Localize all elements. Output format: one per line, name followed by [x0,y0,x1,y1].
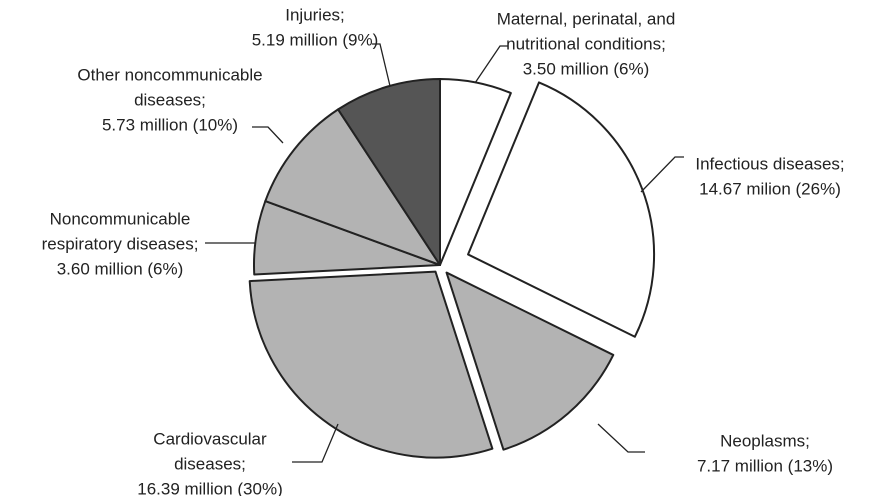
slice-label: Other noncommunicable [77,65,262,84]
pie-slice [248,270,494,459]
slice-value-label: 3.50 million (6%) [523,59,650,78]
slice-label: Neoplasms; [720,431,810,450]
slice-value-label: 16.39 million (30%) [137,479,283,496]
slice-label: Noncommunicable [50,209,191,228]
slice-label: Infectious diseases; [695,154,844,173]
slice-label: Maternal, perinatal, and [497,9,676,28]
slice-value-label: 14.67 milion (26%) [699,179,841,198]
slice-value-label: 5.19 million (9%) [252,30,379,49]
slice-label: diseases; [174,454,246,473]
leader-line [292,423,339,463]
leader-line [372,43,391,87]
pie-slice [264,108,441,266]
slice-value-label: 7.17 million (13%) [697,456,833,475]
pie-slice [445,271,615,451]
slice-value-label: 3.60 million (6%) [57,259,184,278]
pie-slice [467,81,656,338]
slice-label: respiratory diseases; [42,234,199,253]
leader-line [640,156,684,193]
slice-label: nutritional conditions; [506,34,666,53]
pie-slice [337,78,441,266]
leader-line [474,45,508,84]
slice-value-label: 5.73 million (10%) [102,115,238,134]
leader-line [597,423,645,453]
slice-label: diseases; [134,90,206,109]
slice-label: Cardiovascular [153,429,267,448]
leader-line [252,126,284,144]
slice-label: Injuries; [285,5,345,24]
